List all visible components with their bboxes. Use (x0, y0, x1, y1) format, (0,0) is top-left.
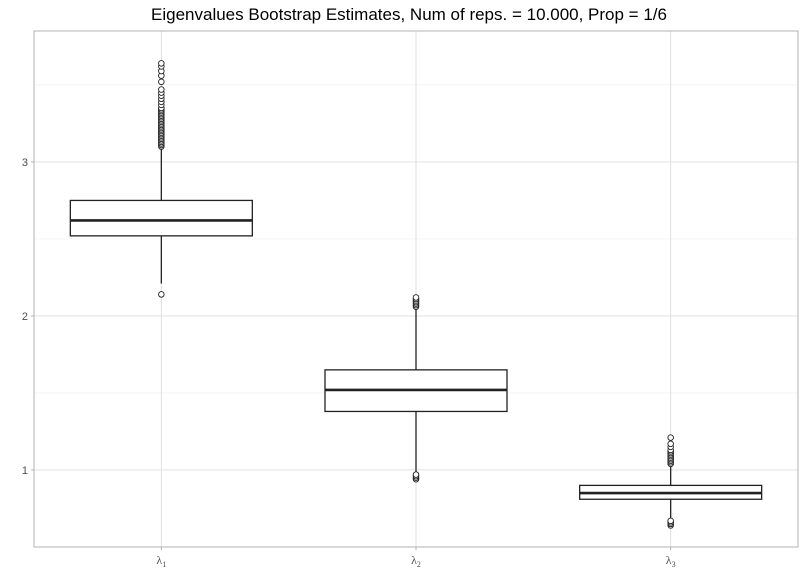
y-tick-label: 3 (22, 157, 28, 169)
box-group (579, 434, 763, 529)
y-tick-label: 1 (22, 465, 28, 477)
y-tick-label: 2 (22, 311, 28, 323)
box-iqr (69, 199, 253, 237)
x-tick-subscript: 3 (672, 560, 676, 569)
box-group (324, 294, 508, 483)
box-layer (69, 60, 763, 529)
outlier-point (158, 78, 165, 86)
outlier-point (158, 60, 165, 67)
x-tick-subscript: 1 (162, 560, 166, 569)
outlier-point (158, 86, 165, 93)
x-tick-symbol: λ (156, 553, 162, 567)
x-tick-subscript: 2 (417, 560, 421, 569)
x-axis: λ1 λ2 λ3 (156, 547, 676, 569)
x-tick-symbol: λ (666, 553, 672, 567)
y-axis: 1 2 3 (22, 157, 34, 477)
outlier-point (667, 517, 674, 525)
x-tick-label: λ2 (411, 553, 421, 569)
outlier-point (412, 294, 420, 301)
box-group (69, 60, 253, 298)
chart-title: Eigenvalues Bootstrap Estimates, Num of … (151, 5, 667, 24)
x-tick-label: λ1 (156, 553, 166, 569)
x-tick-symbol: λ (411, 553, 417, 567)
outlier-point (412, 471, 420, 478)
x-tick-label: λ3 (666, 553, 676, 569)
outlier-point (667, 434, 674, 441)
outlier-point (158, 291, 165, 298)
outlier-point (667, 440, 674, 448)
